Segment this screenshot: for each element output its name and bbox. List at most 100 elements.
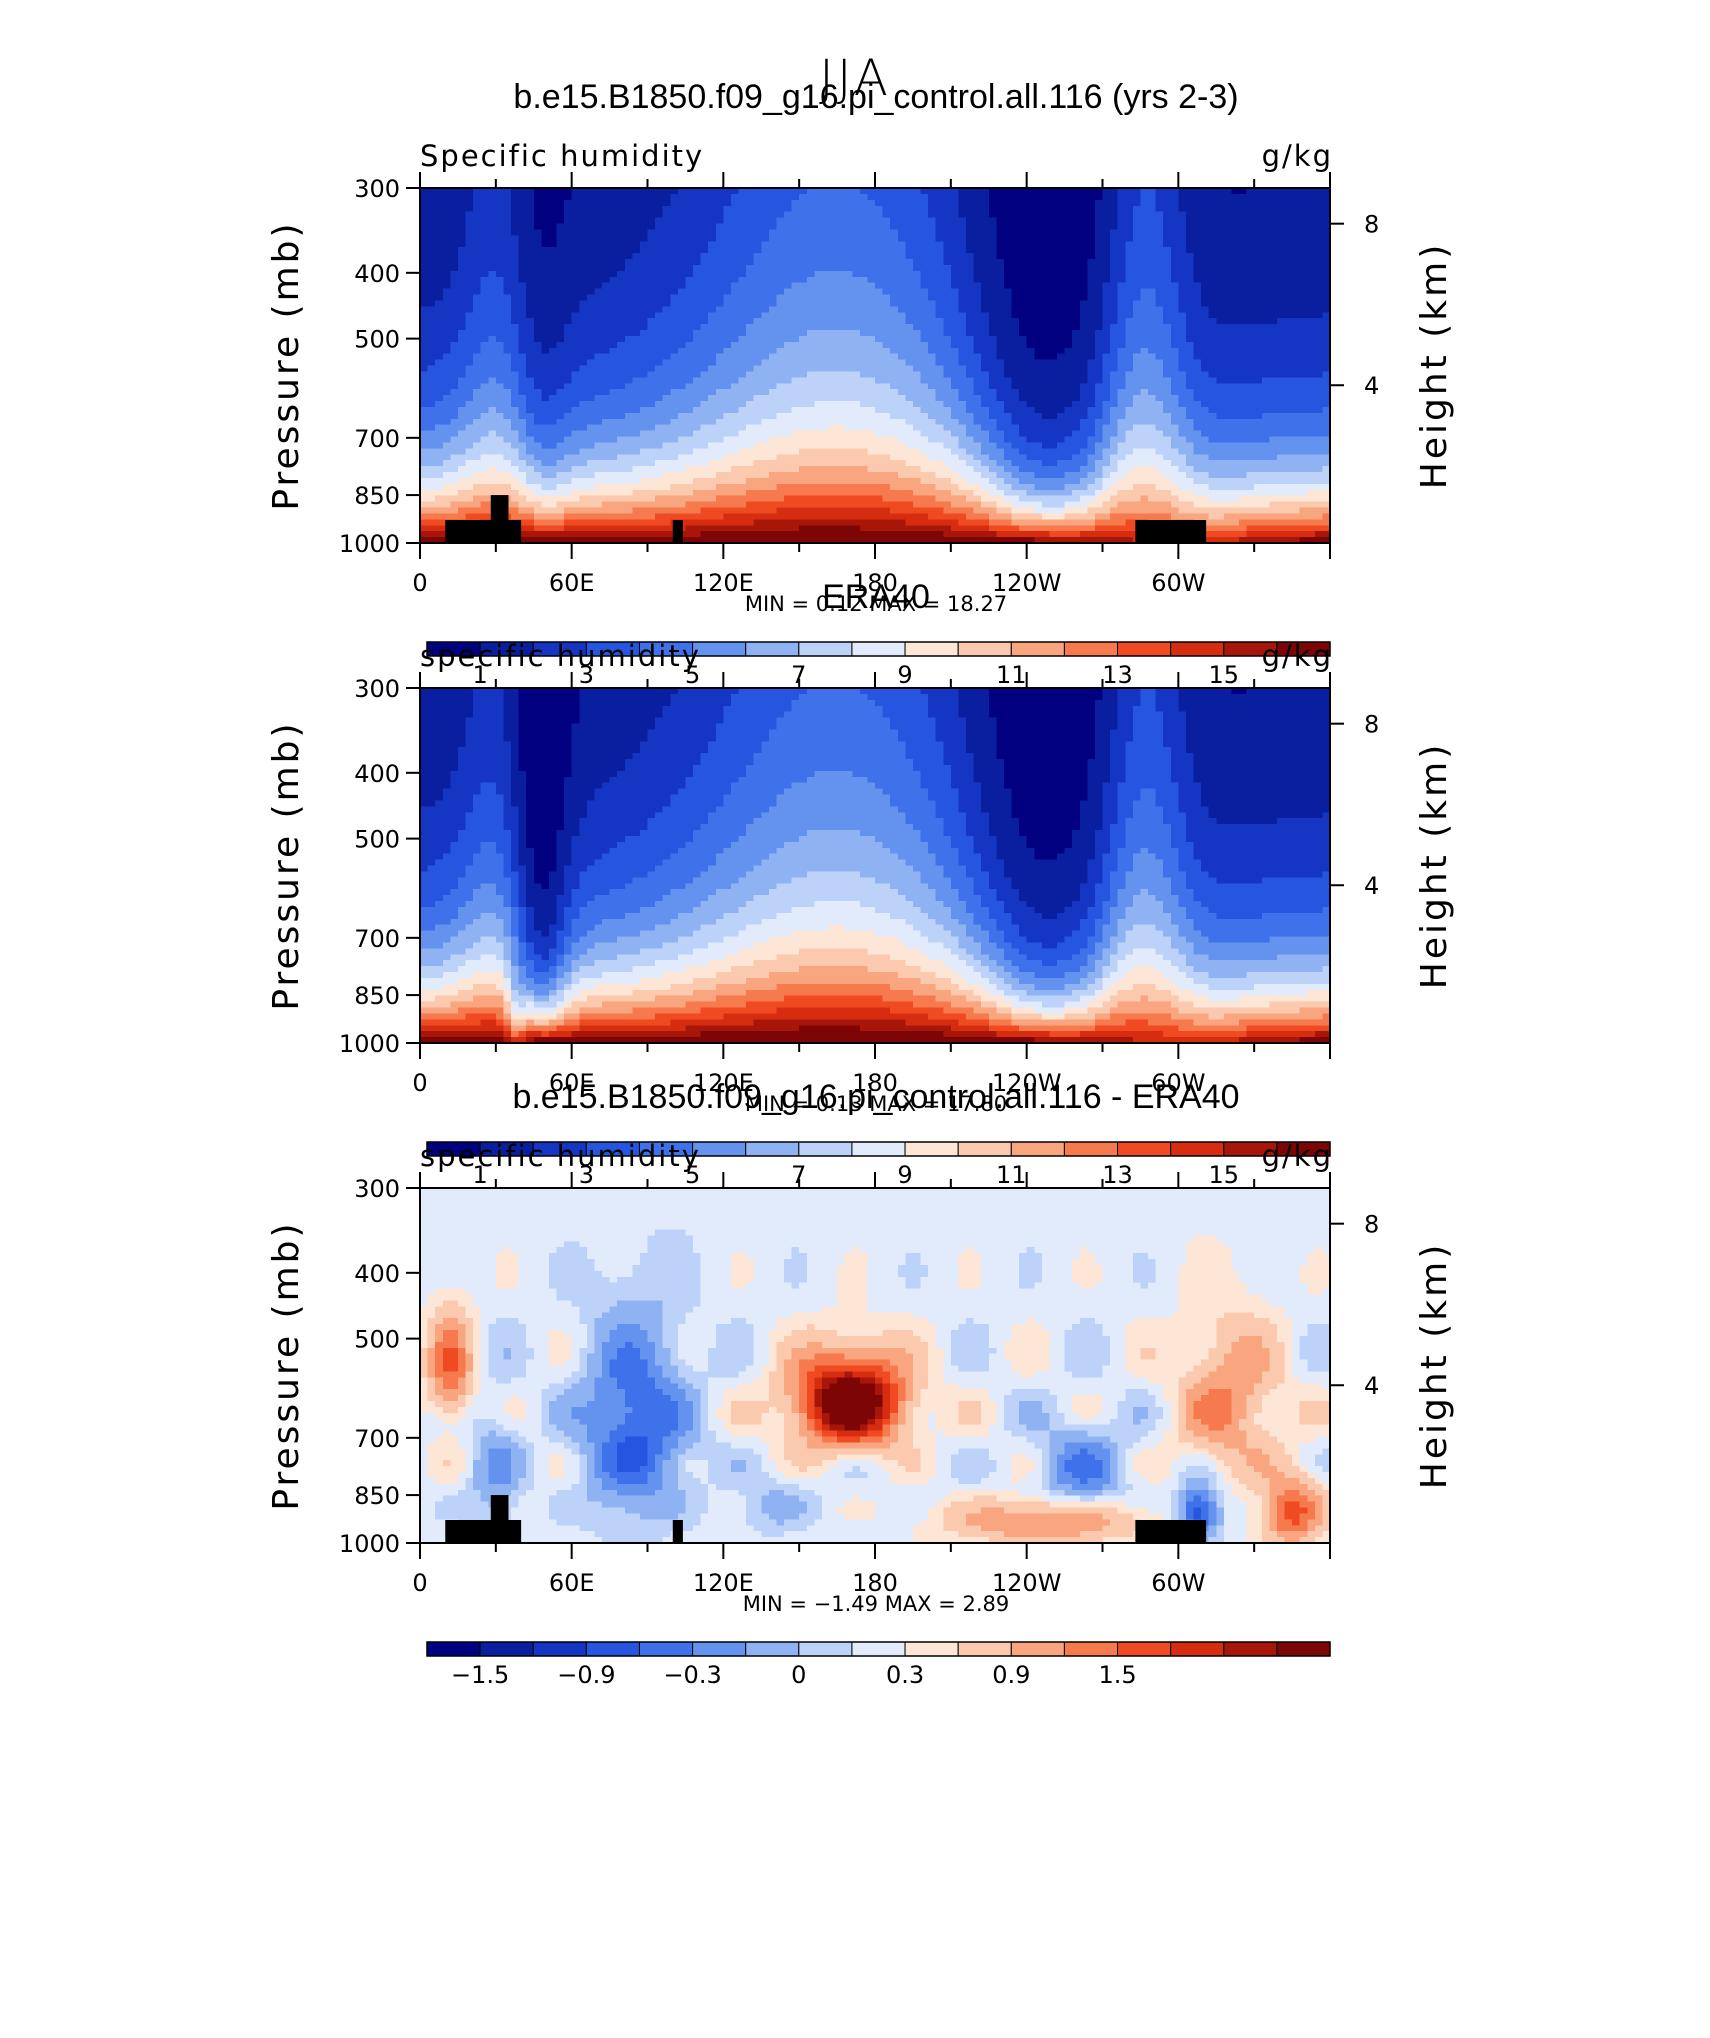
contour-cell [427, 341, 436, 349]
contour-cell [548, 347, 558, 355]
contour-cell [533, 353, 542, 361]
contour-cell [943, 359, 952, 367]
contour-cell [928, 199, 937, 207]
contour-cell [647, 341, 656, 349]
contour-cell [655, 330, 664, 337]
contour-cell [1019, 424, 1028, 432]
contour-cell [859, 525, 869, 532]
contour-cell [435, 371, 444, 378]
contour-cell [602, 401, 611, 408]
contour-cell [981, 365, 990, 373]
contour-cell [708, 442, 717, 449]
contour-cell [753, 537, 762, 544]
contour-cell [791, 454, 800, 461]
contour-cell [768, 282, 778, 290]
contour-cell [518, 306, 527, 313]
contour-cell [905, 371, 914, 378]
contour-cell [761, 205, 770, 213]
contour-cell [670, 359, 679, 367]
contour-cell [950, 513, 960, 520]
contour-cell [890, 525, 899, 532]
contour-cell [799, 507, 808, 515]
contour-cell [791, 241, 800, 248]
contour-cell [958, 466, 967, 473]
contour-cell [867, 519, 876, 526]
contour-cell [480, 259, 489, 266]
contour-cell [1034, 377, 1043, 384]
contour-cell [730, 205, 740, 213]
contour-cell [708, 276, 717, 284]
contour-cell [814, 371, 823, 378]
contour-cell [844, 312, 853, 319]
contour-cell [662, 454, 671, 461]
contour-cell [708, 531, 717, 538]
contour-cell [495, 454, 505, 461]
contour-cell [1019, 477, 1028, 485]
contour-cell [890, 401, 899, 408]
contour-cell [950, 217, 960, 225]
contour-cell [875, 406, 884, 414]
contour-cell [571, 211, 580, 219]
contour-cell [533, 395, 542, 402]
contour-cell [442, 199, 451, 207]
contour-cell [488, 389, 497, 396]
contour-cell [594, 193, 603, 201]
contour-cell [1011, 235, 1020, 242]
contour-cell [518, 294, 527, 302]
contour-cell [465, 205, 474, 213]
contour-cell [571, 507, 580, 515]
contour-cell [821, 282, 831, 290]
contour-cell [897, 324, 906, 331]
contour-cell [746, 294, 755, 302]
contour-cell [973, 537, 982, 544]
contour-cell [579, 477, 588, 485]
contour-cell [996, 472, 1005, 479]
contour-cell [814, 259, 823, 266]
contour-cell [685, 347, 694, 355]
contour-cell [594, 223, 603, 231]
contour-cell [996, 430, 1005, 438]
contour-cell [435, 300, 444, 307]
contour-cell [594, 300, 603, 307]
contour-cell [655, 247, 664, 254]
contour-cell [897, 454, 906, 461]
contour-cell [655, 377, 664, 384]
contour-cell [988, 282, 997, 290]
contour-cell [768, 335, 778, 343]
contour-cell [670, 235, 679, 242]
contour-cell [920, 424, 929, 432]
contour-cell [700, 347, 709, 355]
contour-cell [685, 466, 694, 473]
contour-cell [920, 531, 929, 538]
contour-cell [996, 537, 1005, 544]
contour-cell [700, 312, 709, 319]
contour-cell [837, 501, 846, 509]
contour-cell [996, 531, 1005, 538]
contour-cell [935, 395, 944, 402]
contour-cell [548, 436, 558, 444]
contour-cell [867, 217, 876, 225]
contour-cell [450, 507, 459, 515]
contour-cell [617, 377, 626, 384]
contour-cell [655, 454, 664, 461]
contour-cell [533, 448, 542, 455]
contour-cell [958, 460, 967, 467]
contour-cell [662, 247, 671, 254]
contour-cell [768, 519, 778, 526]
contour-cell [814, 430, 823, 438]
contour-cell [875, 365, 884, 373]
contour-cell [897, 306, 906, 313]
contour-cell [639, 276, 649, 284]
contour-cell [571, 418, 580, 426]
contour-cell [897, 259, 906, 266]
contour-cell [473, 513, 482, 520]
contour-cell [602, 472, 611, 479]
contour-cell [442, 418, 451, 426]
contour-cell [996, 330, 1005, 337]
contour-cell [579, 300, 588, 307]
contour-cell [730, 259, 740, 266]
contour-cell [465, 430, 474, 438]
contour-cell [738, 199, 747, 207]
contour-cell [753, 424, 762, 432]
contour-cell [556, 460, 565, 467]
